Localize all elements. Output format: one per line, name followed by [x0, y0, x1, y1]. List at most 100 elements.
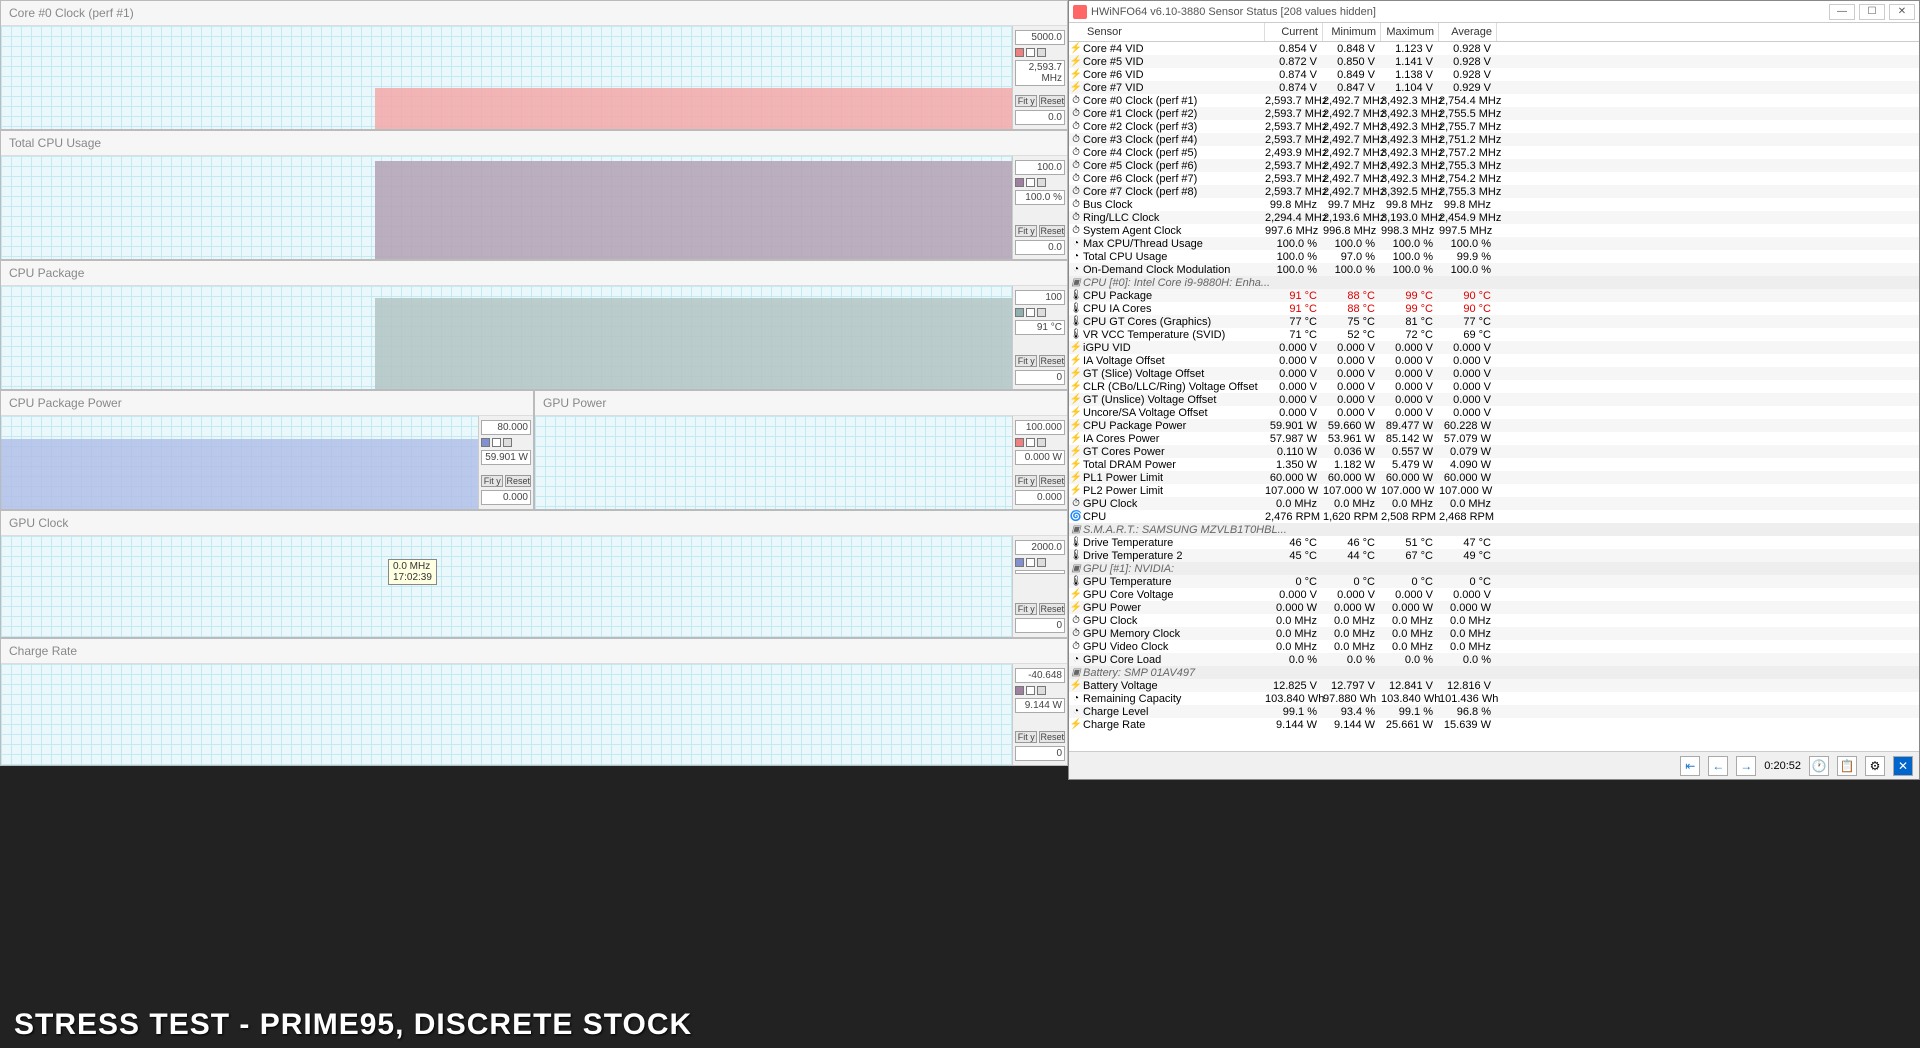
- fit-y-button[interactable]: Fit y: [1015, 225, 1037, 237]
- series-swatch[interactable]: [1037, 308, 1046, 317]
- series-swatch[interactable]: [1026, 686, 1035, 695]
- sensor-row[interactable]: ⏱ GPU Video Clock 0.0 MHz0.0 MHz0.0 MHz0…: [1069, 640, 1919, 653]
- sensor-row[interactable]: ⚡ GT Cores Power 0.110 W0.036 W0.557 W0.…: [1069, 445, 1919, 458]
- chart-plot[interactable]: [1, 156, 1012, 259]
- series-swatch[interactable]: [1015, 308, 1024, 317]
- series-swatch[interactable]: [1026, 558, 1035, 567]
- chart-min[interactable]: 0: [1015, 370, 1065, 385]
- chart-max[interactable]: 100.000: [1015, 420, 1065, 435]
- sensor-row[interactable]: ◔ Remaining Capacity 103.840 Wh97.880 Wh…: [1069, 692, 1919, 705]
- col-average[interactable]: Average: [1439, 23, 1497, 41]
- sensor-row[interactable]: ⚡ IA Cores Power 57.987 W53.961 W85.142 …: [1069, 432, 1919, 445]
- series-swatch[interactable]: [481, 438, 490, 447]
- series-swatch[interactable]: [1015, 558, 1024, 567]
- chart-plot[interactable]: [1, 26, 1012, 129]
- sensor-row[interactable]: ⚡ Charge Rate 9.144 W9.144 W25.661 W15.6…: [1069, 718, 1919, 731]
- chart-min[interactable]: 0.0: [1015, 110, 1065, 125]
- reset-button[interactable]: Reset: [1039, 95, 1065, 107]
- sensor-row[interactable]: ⏱ Core #1 Clock (perf #2) 2,593.7 MHz2,4…: [1069, 107, 1919, 120]
- fit-y-button[interactable]: Fit y: [1015, 475, 1037, 487]
- chart-plot[interactable]: [1, 416, 478, 509]
- nav-prev-button[interactable]: ←: [1708, 756, 1728, 776]
- reset-button[interactable]: Reset: [1039, 731, 1065, 743]
- sensor-row[interactable]: ⏱ Core #5 Clock (perf #6) 2,593.7 MHz2,4…: [1069, 159, 1919, 172]
- fit-y-button[interactable]: Fit y: [1015, 355, 1037, 367]
- series-swatch[interactable]: [1026, 308, 1035, 317]
- series-swatch[interactable]: [1037, 178, 1046, 187]
- chart-plot[interactable]: [1, 536, 1012, 637]
- chart-max[interactable]: 100.0: [1015, 160, 1065, 175]
- sensor-row[interactable]: ⏱ GPU Memory Clock 0.0 MHz0.0 MHz0.0 MHz…: [1069, 627, 1919, 640]
- sensor-group[interactable]: ▣Battery: SMP 01AV497: [1069, 666, 1919, 679]
- series-swatch[interactable]: [1037, 558, 1046, 567]
- close-button[interactable]: ✕: [1889, 4, 1915, 20]
- sensor-row[interactable]: ⚡ Core #5 VID 0.872 V0.850 V1.141 V0.928…: [1069, 55, 1919, 68]
- series-swatch[interactable]: [503, 438, 512, 447]
- fit-y-button[interactable]: Fit y: [481, 475, 503, 487]
- series-swatch[interactable]: [492, 438, 501, 447]
- sensor-row[interactable]: ⏱ Core #0 Clock (perf #1) 2,593.7 MHz2,4…: [1069, 94, 1919, 107]
- chart-val[interactable]: 100.0 %: [1015, 190, 1065, 205]
- chart-val[interactable]: 2,593.7 MHz: [1015, 60, 1065, 86]
- series-swatch[interactable]: [1015, 178, 1024, 187]
- sensor-row[interactable]: ⚡ GT (Unslice) Voltage Offset 0.000 V0.0…: [1069, 393, 1919, 406]
- fit-y-button[interactable]: Fit y: [1015, 603, 1037, 615]
- sensor-row[interactable]: 🌡 VR VCC Temperature (SVID) 71 °C52 °C72…: [1069, 328, 1919, 341]
- sensor-row[interactable]: ◔ On-Demand Clock Modulation 100.0 %100.…: [1069, 263, 1919, 276]
- sensor-row[interactable]: 🌡 CPU Package 91 °C88 °C99 °C90 °C: [1069, 289, 1919, 302]
- sensor-row[interactable]: ⚡ Core #4 VID 0.854 V0.848 V1.123 V0.928…: [1069, 42, 1919, 55]
- sensor-row[interactable]: ⚡ GPU Power 0.000 W0.000 W0.000 W0.000 W: [1069, 601, 1919, 614]
- sensor-row[interactable]: ⏱ Core #6 Clock (perf #7) 2,593.7 MHz2,4…: [1069, 172, 1919, 185]
- chart-val[interactable]: 0.000 W: [1015, 450, 1065, 465]
- hwinfo-titlebar[interactable]: HWiNFO64 v6.10-3880 Sensor Status [208 v…: [1069, 1, 1919, 23]
- sensor-row[interactable]: ⏱ Bus Clock 99.8 MHz99.7 MHz99.8 MHz99.8…: [1069, 198, 1919, 211]
- sensor-row[interactable]: ⏱ Core #4 Clock (perf #5) 2,493.9 MHz2,4…: [1069, 146, 1919, 159]
- sensor-group[interactable]: ▣CPU [#0]: Intel Core i9-9880H: Enha...: [1069, 276, 1919, 289]
- series-swatch[interactable]: [1026, 438, 1035, 447]
- sensor-row[interactable]: ⚡ Battery Voltage 12.825 V12.797 V12.841…: [1069, 679, 1919, 692]
- col-current[interactable]: Current: [1265, 23, 1323, 41]
- fit-y-button[interactable]: Fit y: [1015, 95, 1037, 107]
- chart-min[interactable]: 0.000: [481, 490, 531, 505]
- chart-max[interactable]: 80.000: [481, 420, 531, 435]
- sensor-row[interactable]: ⏱ GPU Clock 0.0 MHz0.0 MHz0.0 MHz0.0 MHz: [1069, 614, 1919, 627]
- col-maximum[interactable]: Maximum: [1381, 23, 1439, 41]
- series-swatch[interactable]: [1015, 438, 1024, 447]
- reset-button[interactable]: Reset: [505, 475, 531, 487]
- chart-max[interactable]: -40.648: [1015, 668, 1065, 683]
- sensor-row[interactable]: ⚡ PL1 Power Limit 60.000 W60.000 W60.000…: [1069, 471, 1919, 484]
- sensor-row[interactable]: 🌡 GPU Temperature 0 °C0 °C0 °C0 °C: [1069, 575, 1919, 588]
- sensor-row[interactable]: ⏱ Core #2 Clock (perf #3) 2,593.7 MHz2,4…: [1069, 120, 1919, 133]
- chart-plot[interactable]: [535, 416, 1012, 509]
- chart-plot[interactable]: [1, 664, 1012, 765]
- sensor-row[interactable]: ⚡ IA Voltage Offset 0.000 V0.000 V0.000 …: [1069, 354, 1919, 367]
- sensor-row[interactable]: ◔ Charge Level 99.1 %93.4 %99.1 %96.8 %: [1069, 705, 1919, 718]
- sensor-row[interactable]: 🌡 CPU GT Cores (Graphics) 77 °C75 °C81 °…: [1069, 315, 1919, 328]
- close-footer-button[interactable]: ✕: [1893, 756, 1913, 776]
- sensor-row[interactable]: ⚡ Uncore/SA Voltage Offset 0.000 V0.000 …: [1069, 406, 1919, 419]
- chart-max[interactable]: 100: [1015, 290, 1065, 305]
- series-swatch[interactable]: [1037, 686, 1046, 695]
- reset-button[interactable]: Reset: [1039, 355, 1065, 367]
- sensor-row[interactable]: ⚡ CLR (CBo/LLC/Ring) Voltage Offset 0.00…: [1069, 380, 1919, 393]
- sensor-row[interactable]: ⚡ Total DRAM Power 1.350 W1.182 W5.479 W…: [1069, 458, 1919, 471]
- sensor-row[interactable]: ◔ Max CPU/Thread Usage 100.0 %100.0 %100…: [1069, 237, 1919, 250]
- fit-y-button[interactable]: Fit y: [1015, 731, 1037, 743]
- settings-button[interactable]: ⚙: [1865, 756, 1885, 776]
- col-minimum[interactable]: Minimum: [1323, 23, 1381, 41]
- clock-icon[interactable]: 🕐: [1809, 756, 1829, 776]
- chart-val[interactable]: 59.901 W: [481, 450, 531, 465]
- save-button[interactable]: 📋: [1837, 756, 1857, 776]
- series-swatch[interactable]: [1026, 178, 1035, 187]
- sensor-group[interactable]: ▣GPU [#1]: NVIDIA:: [1069, 562, 1919, 575]
- reset-button[interactable]: Reset: [1039, 225, 1065, 237]
- chart-val[interactable]: 91 °C: [1015, 320, 1065, 335]
- sensor-row[interactable]: 🌀 CPU 2,476 RPM1,620 RPM2,508 RPM2,468 R…: [1069, 510, 1919, 523]
- maximize-button[interactable]: ☐: [1859, 4, 1885, 20]
- col-sensor[interactable]: Sensor: [1069, 23, 1265, 41]
- sensor-row[interactable]: ⏱ GPU Clock 0.0 MHz0.0 MHz0.0 MHz0.0 MHz: [1069, 497, 1919, 510]
- chart-min[interactable]: 0.0: [1015, 240, 1065, 255]
- chart-val[interactable]: 9.144 W: [1015, 698, 1065, 713]
- sensor-row[interactable]: ⏱ Core #7 Clock (perf #8) 2,593.7 MHz2,4…: [1069, 185, 1919, 198]
- nav-first-button[interactable]: ⇤: [1680, 756, 1700, 776]
